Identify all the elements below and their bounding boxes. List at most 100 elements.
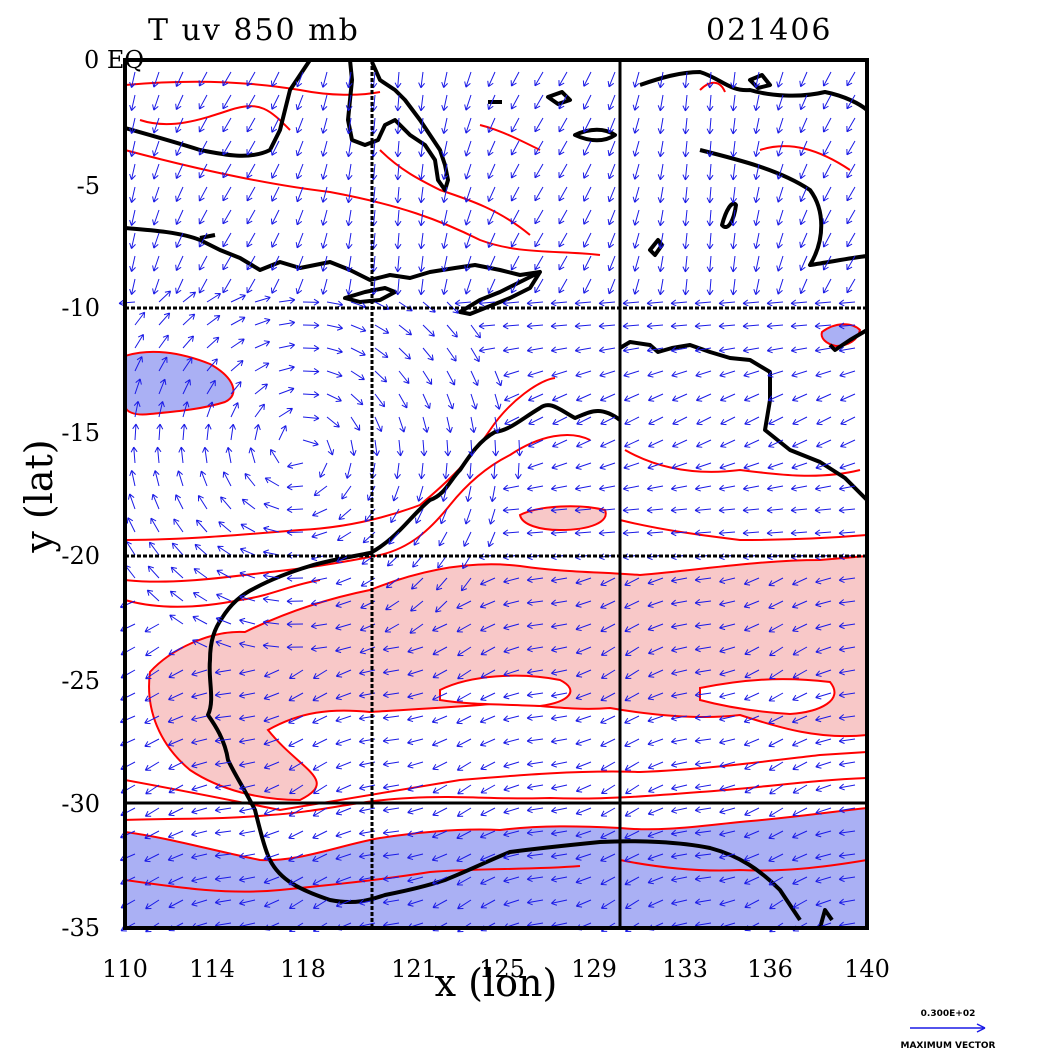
- wind-vector: [326, 324, 343, 331]
- wind-vector: [753, 209, 761, 227]
- wind-vector: [526, 875, 544, 883]
- wind-vector: [790, 346, 808, 354]
- wind-vector: [744, 669, 760, 679]
- wind-vector: [194, 543, 208, 556]
- y-tick-label: -15: [61, 419, 100, 447]
- wind-vector: [600, 439, 616, 448]
- wind-vector: [320, 117, 328, 134]
- wind-vector: [394, 462, 401, 480]
- wind-vector: [648, 784, 664, 793]
- wind-vector: [671, 370, 688, 378]
- wind-vector: [657, 278, 665, 296]
- wind-vector: [480, 669, 496, 679]
- wind-vector: [534, 71, 544, 87]
- wind-vector: [420, 439, 428, 457]
- x-tick-label: 118: [280, 955, 326, 983]
- wind-vector: [446, 324, 458, 338]
- wind-vector: [480, 899, 496, 909]
- wind-vector: [624, 692, 640, 702]
- wind-vector: [552, 416, 568, 426]
- wind-vector: [503, 600, 520, 608]
- wind-vector: [792, 646, 808, 656]
- wind-vector: [295, 278, 304, 295]
- wind-vector: [768, 416, 784, 426]
- wind-vector: [490, 462, 498, 480]
- wind-vector: [345, 278, 353, 296]
- wind-vector: [289, 784, 304, 795]
- wind-vector: [526, 783, 544, 791]
- wind-vector: [792, 669, 808, 679]
- wind-vector: [753, 278, 761, 296]
- wind-vector: [151, 493, 160, 510]
- wind-vector: [175, 232, 184, 248]
- wind-vector: [767, 393, 784, 402]
- wind-vector: [575, 807, 592, 816]
- wind-vector: [527, 370, 544, 378]
- wind-vector: [767, 370, 784, 378]
- wind-vector: [657, 163, 665, 181]
- wind-vector: [470, 393, 478, 410]
- wind-vector: [600, 623, 616, 633]
- wind-vector: [607, 278, 616, 295]
- wind-vector: [503, 370, 520, 378]
- wind-vector: [152, 232, 160, 249]
- wind-vector: [313, 485, 328, 497]
- wind-vector: [418, 140, 425, 158]
- max-vector-caption: MAXIMUM VECTOR: [900, 1041, 995, 1051]
- wind-vector: [719, 646, 736, 654]
- wind-vector: [599, 462, 616, 470]
- y-tick-label: -25: [61, 667, 100, 695]
- wind-vector: [407, 715, 424, 723]
- wind-vector: [432, 876, 448, 885]
- wind-vector: [457, 899, 472, 910]
- wind-vector: [295, 255, 304, 272]
- wind-vector: [214, 806, 232, 814]
- wind-vector: [719, 761, 736, 769]
- wind-vector: [814, 484, 832, 492]
- wind-vector: [288, 761, 304, 771]
- wind-vector: [600, 692, 616, 702]
- wind-vector: [479, 600, 496, 609]
- wind-vector: [730, 209, 738, 227]
- wind-vector: [335, 692, 352, 701]
- wind-vector: [147, 565, 160, 579]
- wind-vector: [575, 784, 592, 793]
- wind-vector: [534, 186, 544, 202]
- wind-vector: [191, 876, 208, 884]
- y-tick-label: -30: [61, 790, 100, 818]
- wind-vector: [624, 715, 640, 725]
- wind-vector: [263, 876, 280, 885]
- wind-vector: [374, 416, 383, 433]
- wind-vector: [152, 470, 160, 487]
- wind-vector: [632, 186, 640, 203]
- wind-vector: [799, 255, 808, 272]
- wind-vector: [822, 186, 832, 202]
- wind-vector: [244, 473, 256, 487]
- wind-vector: [456, 853, 472, 863]
- wind-vector: [295, 117, 304, 134]
- wind-vector: [792, 761, 808, 771]
- wind-vector: [576, 416, 592, 426]
- wind-vector: [198, 117, 208, 133]
- wind-vector: [551, 669, 568, 676]
- wind-vector: [647, 830, 664, 839]
- wind-vector: [350, 393, 364, 406]
- wind-vector: [198, 186, 208, 202]
- wind-vector: [657, 117, 665, 135]
- wind-vector: [574, 322, 592, 330]
- wind-vector: [394, 117, 402, 135]
- wind-vector: [510, 209, 520, 225]
- wind-vector: [198, 255, 208, 271]
- wind-vector: [534, 140, 544, 156]
- wind-vector: [129, 71, 136, 88]
- wind-vector: [345, 94, 353, 112]
- wind-vector: [335, 623, 352, 631]
- wind-vector: [286, 597, 304, 605]
- wind-vector: [622, 506, 640, 514]
- wind-vector: [239, 784, 256, 791]
- wind-vector: [718, 529, 736, 537]
- wind-vector: [534, 255, 544, 271]
- wind-vector: [239, 641, 256, 648]
- wind-vector: [790, 299, 808, 307]
- wind-vector: [382, 806, 400, 814]
